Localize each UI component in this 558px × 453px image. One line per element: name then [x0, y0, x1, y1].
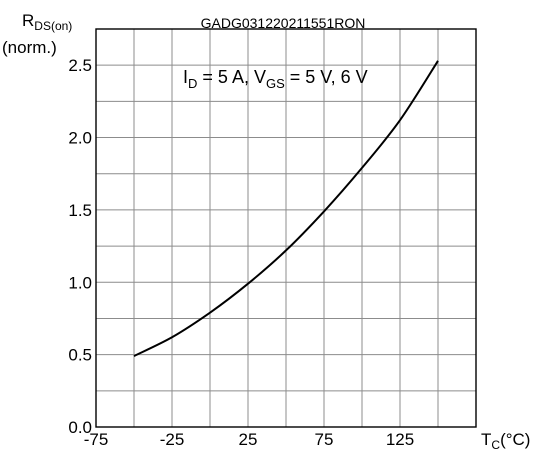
x-tick-label: 125 [386, 430, 414, 449]
y-axis-ticks: 0.0 0.5 1.0 1.5 2.0 2.5 [68, 56, 92, 437]
annotation-text: = 5 A, V [197, 67, 266, 87]
x-tick-label: 25 [239, 430, 258, 449]
x-axis-label: TC(°C) [481, 430, 530, 452]
series-line [133, 60, 439, 357]
x-tick-label: -25 [160, 430, 185, 449]
y-tick-label: 0.0 [68, 418, 92, 437]
y-tick-label: 1.0 [68, 273, 92, 292]
x-tick-label: 75 [315, 430, 334, 449]
y-axis-label-line2: (norm.) [2, 38, 57, 57]
annotation-subscript: D [188, 76, 197, 91]
y-axis-label-main: R [22, 11, 34, 30]
grid [96, 29, 476, 427]
y-tick-label: 1.5 [68, 201, 92, 220]
x-axis-label-main: T [481, 430, 491, 449]
condition-annotation: ID = 5 A, VGS = 5 V, 6 V [183, 67, 368, 91]
y-tick-label: 2.0 [68, 129, 92, 148]
x-axis-label-sub: C [491, 438, 500, 452]
annotation-subscript: GS [266, 76, 285, 91]
x-axis-ticks: -75 -25 25 75 125 [84, 430, 414, 449]
x-axis-label-unit: (°C) [500, 430, 530, 449]
annotation-text: = 5 V, 6 V [285, 67, 368, 87]
y-axis-label: RDS(on) [22, 11, 72, 33]
figure-code: GADG031220211551RON [201, 15, 366, 31]
plot-frame [95, 28, 477, 428]
x-tick-label: -75 [84, 430, 109, 449]
y-axis-label-sub: DS(on) [34, 19, 72, 33]
y-tick-label: 0.5 [68, 346, 92, 365]
annotation-text: I [183, 67, 188, 87]
y-tick-label: 2.5 [68, 56, 92, 75]
